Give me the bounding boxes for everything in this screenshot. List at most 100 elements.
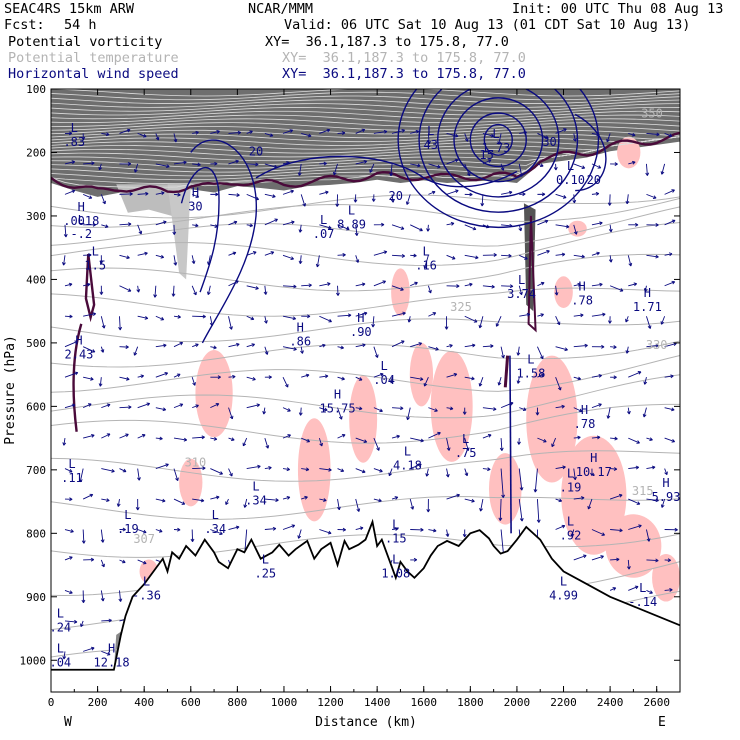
extremum-value: .83 (63, 135, 85, 149)
extremum-marker: L (518, 273, 525, 287)
forecast-hour: 54 h (64, 17, 97, 33)
high-pv-blob (349, 375, 378, 463)
wind-vector (555, 128, 567, 134)
wind-speed-contour (453, 97, 544, 183)
wind-vector (573, 468, 577, 481)
wind-vector (173, 160, 187, 165)
x-tick-label: 2200 (550, 696, 577, 709)
wind-vector (591, 403, 602, 409)
y-axis-title: Pressure (hPa) (3, 335, 18, 445)
wind-vector (243, 498, 248, 508)
extremum-value: 1.58 (516, 366, 545, 380)
wind-vector (228, 316, 233, 330)
extremum-value: .11 (61, 471, 83, 485)
extremum-value: .04 (49, 655, 71, 669)
wind-vector (298, 407, 303, 416)
wind-vector (64, 497, 73, 502)
wind-vector (264, 466, 272, 470)
wind-vector (519, 407, 527, 412)
wind-vector (519, 130, 527, 135)
wind-vector (628, 437, 640, 444)
extremum-value: -.36 (132, 589, 161, 603)
wind-vector (536, 499, 541, 523)
wind-vector (116, 498, 121, 507)
extremum-value: .34 (204, 522, 226, 536)
wind-vector (173, 192, 181, 197)
wind-vector (119, 222, 132, 227)
wind-vector (228, 407, 234, 420)
extremum-marker: H (579, 279, 586, 293)
wind-vector (409, 498, 415, 510)
wind-vector (446, 158, 459, 165)
wind-vector (246, 285, 259, 290)
wind-vector (591, 312, 606, 317)
wind-vector (610, 528, 623, 533)
extremum-marker: L (68, 457, 75, 471)
wind-vector (591, 191, 600, 196)
wind-vector (646, 193, 657, 199)
wind-vector (482, 434, 492, 439)
wind-vector (664, 219, 676, 226)
wind-vector (155, 133, 160, 141)
extremum-marker: L (320, 213, 327, 227)
wind-vector (192, 343, 199, 348)
wind-vector (119, 405, 132, 410)
wind-vector (83, 312, 97, 317)
extremum-marker: L (381, 359, 388, 373)
extremum-value: -.2 (70, 227, 92, 241)
wind-vector (228, 280, 239, 287)
wind-vector (406, 407, 411, 421)
field-name-wind: Horizontal wind speed (8, 66, 179, 82)
wind-vector (464, 498, 475, 503)
wind-vector (137, 402, 151, 409)
theta-contour-label: 307 (133, 532, 155, 546)
theta-contour-strat (51, 136, 680, 150)
extremum-marker: H (78, 200, 85, 214)
extremum-value: .0018 (63, 214, 99, 228)
wind-vector (98, 377, 103, 387)
model-title: SEAC4RS 15km ARW (4, 1, 135, 17)
wind-vector (337, 376, 345, 381)
wind-vector (246, 223, 254, 228)
wind-vector (64, 340, 78, 348)
wind-vector (518, 224, 523, 232)
wind-vector (446, 372, 458, 378)
wind-vector (369, 163, 375, 173)
wind-vector (282, 407, 291, 412)
wind-speed-contour (180, 167, 220, 293)
high-pv-blob (561, 435, 627, 555)
wind-vector (263, 285, 268, 295)
theta-contour-label: 325 (450, 300, 472, 314)
wind-vector (119, 345, 129, 349)
theta-contour-strat (51, 114, 680, 124)
wind-vector (587, 498, 593, 510)
extremum-value: .75 (455, 446, 477, 460)
wind-vector (225, 498, 229, 505)
wind-vector (355, 526, 364, 531)
wind-vector (446, 344, 453, 348)
east-label: E (658, 715, 666, 730)
x-tick-label: 1200 (317, 696, 344, 709)
wind-vector (82, 346, 96, 353)
wind-vector (609, 285, 624, 292)
wind-vector (210, 529, 223, 536)
extremum-marker: H (662, 476, 669, 490)
wind-vector (428, 163, 441, 169)
wind-vector (591, 344, 605, 349)
wind-vector (133, 346, 139, 356)
extremum-marker: L (427, 124, 434, 138)
wind-vector (301, 132, 312, 138)
wind-vector (501, 284, 514, 289)
wind-vector (628, 524, 642, 530)
wind-vector (83, 646, 95, 652)
wind-vector (246, 251, 257, 256)
wind-vector (464, 192, 473, 197)
wind-vector (373, 129, 388, 134)
wind-vector (83, 222, 97, 227)
wind-vector (337, 252, 346, 257)
x-tick-label: 600 (181, 696, 201, 709)
terrain-layer (51, 518, 680, 692)
wind-speed-contour (437, 89, 560, 198)
wind-vector (553, 163, 558, 171)
wind-vector (427, 133, 431, 145)
